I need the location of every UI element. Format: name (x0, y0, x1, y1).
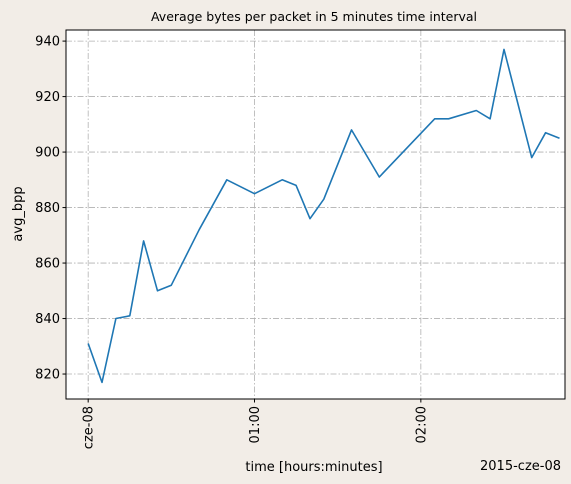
y-tick-label: 880 (35, 201, 60, 216)
series-line (87, 48, 560, 384)
plot-frame (65, 29, 566, 400)
y-tick-label: 860 (35, 257, 60, 272)
x-tick-label: 01:00 (248, 406, 263, 443)
x-offset-label: 2015-cze-08 (480, 459, 561, 474)
x-tick-label: cze-08 (82, 406, 97, 449)
y-tick-label: 820 (35, 368, 60, 383)
y-tick-label: 900 (35, 146, 60, 161)
chart-title: Average bytes per packet in 5 minutes ti… (151, 9, 477, 24)
y-axis-label: avg_bpp (11, 186, 26, 241)
x-axis: cze-08 01:00 02:00 (82, 399, 429, 449)
y-axis: 820 840 860 880 900 920 940 (35, 35, 66, 383)
x-axis-label: time [hours:minutes] (245, 460, 382, 475)
y-tick-label: 940 (35, 35, 60, 50)
y-tick-label: 920 (35, 90, 60, 105)
plot-area (66, 30, 565, 399)
y-tick-label: 840 (35, 312, 60, 327)
series-layer (87, 48, 560, 384)
x-tick-label: 02:00 (414, 406, 429, 443)
